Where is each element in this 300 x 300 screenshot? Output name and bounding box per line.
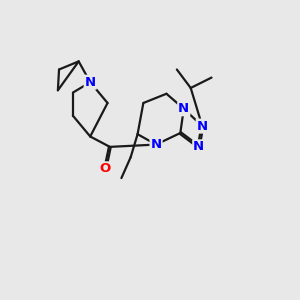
Text: N: N	[85, 76, 96, 89]
Text: N: N	[197, 120, 208, 133]
Text: O: O	[100, 162, 111, 175]
Text: N: N	[193, 140, 204, 153]
Text: N: N	[151, 138, 162, 151]
Text: N: N	[178, 102, 189, 115]
